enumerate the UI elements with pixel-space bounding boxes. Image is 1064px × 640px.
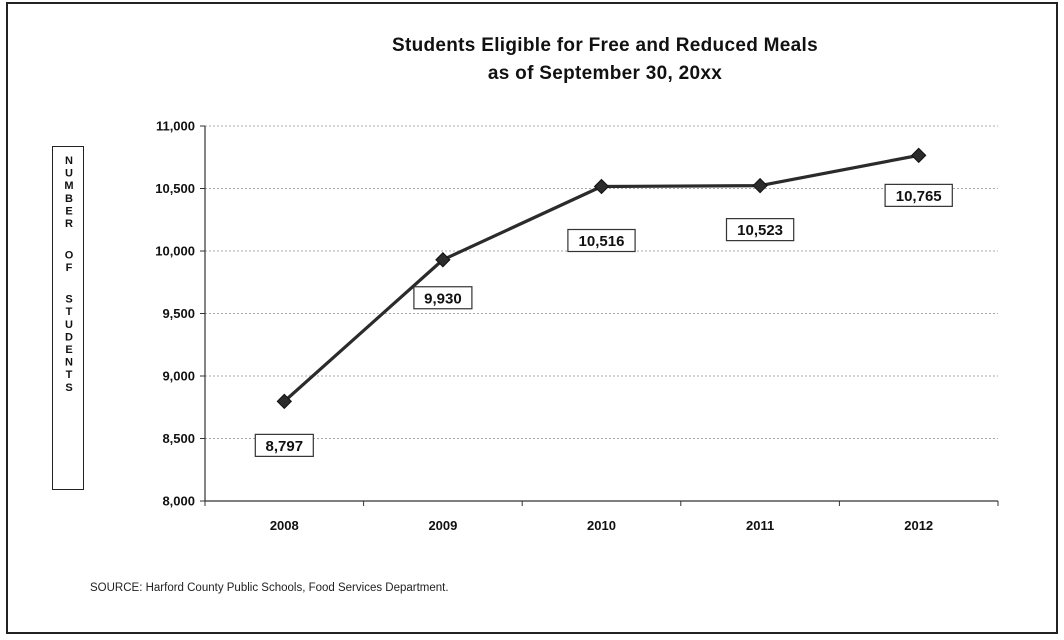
y-axis-label-letter: S [65,294,72,306]
y-tick-label: 8,000 [162,494,195,509]
chart-title-line-2: as of September 30, 20xx [487,63,723,84]
y-axis-label-letter: E [65,205,72,217]
y-tick-label: 8,500 [162,431,195,446]
data-point-marker [593,178,610,195]
y-tick-label: 11,000 [156,119,195,134]
data-label: 9,930 [424,290,462,307]
y-tick-label: 10,500 [155,181,195,196]
y-axis-label-letter: S [65,382,72,394]
chart-frame [6,2,1058,634]
x-tick-label: 2011 [746,518,774,533]
data-label-box [254,433,314,457]
y-axis-label-letter: D [65,331,73,343]
data-label-box [567,228,636,253]
chart-title: Students Eligible for Free and Reduced M… [0,32,1064,88]
data-label: 10,523 [737,222,783,239]
x-tick-label: 2010 [587,518,616,533]
x-tick-label: 2012 [904,518,933,533]
y-axis-label-letter: U [65,319,73,331]
data-point-marker [910,147,927,164]
y-axis-label-letter: T [66,306,73,318]
source-note: SOURCE: Harford County Public Schools, F… [90,582,449,594]
y-axis-label-letter: U [65,168,73,180]
data-point-marker [752,177,768,194]
y-axis-label-letter: E [65,344,72,356]
y-axis-label-letter: F [66,262,73,274]
x-tick-label: 2008 [270,518,299,533]
chart-title-line-1: Students Eligible for Free and Reduced M… [391,35,818,56]
data-label: 10,516 [579,233,625,250]
y-axis-label-box [52,146,84,490]
y-axis-label-letter: R [65,218,73,230]
y-tick-label: 10,000 [155,244,195,259]
data-label: 10,765 [896,188,942,205]
data-point-marker [435,252,451,268]
y-tick-label: 9,000 [162,369,195,384]
y-axis-label-letter: T [66,369,73,381]
x-tick-label: 2009 [428,518,457,533]
y-axis-label-letter: N [65,155,73,167]
data-label-box [884,183,953,207]
data-point-marker [276,393,293,410]
y-axis-label-letter: M [64,180,73,192]
data-label-box [725,218,795,242]
y-axis-label-letter: O [65,250,74,262]
data-label: 8,797 [266,438,304,455]
y-axis-label-letter: B [65,193,73,205]
data-label-box [413,286,473,310]
y-tick-label: 9,500 [162,306,195,321]
y-axis-label-letter: N [65,357,73,369]
